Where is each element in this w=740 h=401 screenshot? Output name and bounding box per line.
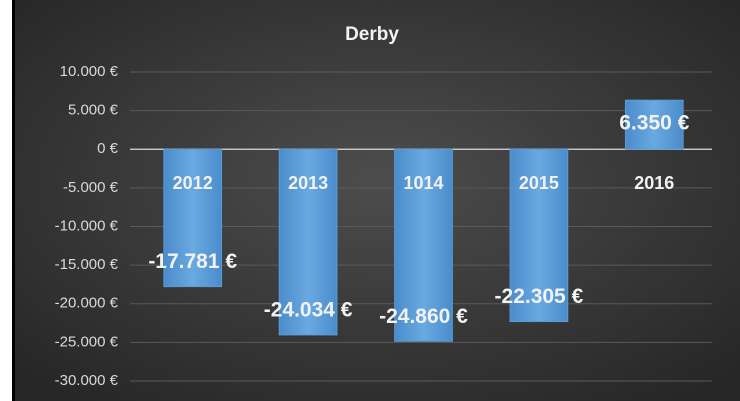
y-tick-label: -15.000 € <box>55 256 119 273</box>
border <box>12 0 15 401</box>
data-label: -22.305 € <box>495 285 584 308</box>
bar <box>278 148 338 336</box>
y-tick-label: -10.000 € <box>55 217 119 234</box>
x-tick-label: 1014 <box>403 173 443 193</box>
bar <box>163 148 223 288</box>
bar <box>394 148 453 342</box>
y-tick-label: -5.000 € <box>63 179 119 196</box>
data-label: 6.350 € <box>619 112 689 135</box>
data-label: -24.860 € <box>379 305 468 328</box>
x-tick-label: 2013 <box>288 173 328 193</box>
data-label: -17.781 € <box>148 250 237 273</box>
y-tick-label: -25.000 € <box>55 333 119 350</box>
bar <box>624 99 684 150</box>
x-tick-label: 2015 <box>519 173 559 193</box>
y-tick-label: 0 € <box>97 140 119 157</box>
x-tick-label: 2016 <box>634 173 674 193</box>
y-tick-label: 10.000 € <box>60 63 119 80</box>
chart-title: Derby <box>345 24 399 45</box>
x-tick-label: 2012 <box>173 173 213 193</box>
y-tick-label: 5.000 € <box>68 102 119 119</box>
chart-background <box>15 0 740 401</box>
y-tick-label: -20.000 € <box>55 295 119 312</box>
y-tick-label: -30.000 € <box>55 372 119 389</box>
data-label: -24.034 € <box>264 298 353 321</box>
bar <box>509 148 569 323</box>
